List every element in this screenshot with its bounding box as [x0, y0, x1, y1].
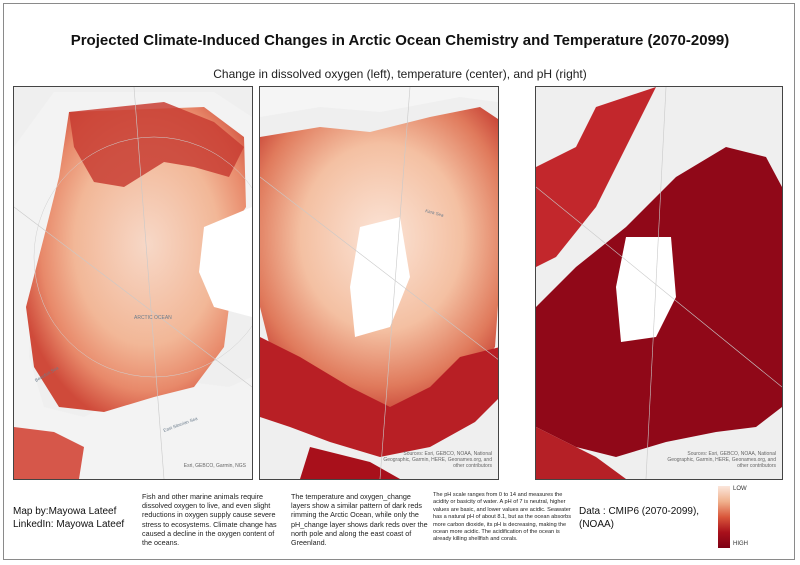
temperature-note: The temperature and oxygen_change layers… [291, 492, 428, 548]
data-source: Data : CMIP6 (2070-2099), (NOAA) [579, 505, 699, 531]
oxygen-map-panel[interactable]: ARCTIC OCEAN Beaufort Sea East Siberian … [13, 86, 253, 480]
greenland [199, 207, 252, 317]
sea-label: Kara Sea [425, 208, 445, 218]
legend-low-label: LOW [733, 486, 747, 492]
map-title: Projected Climate-Induced Changes in Arc… [70, 32, 730, 49]
map-attribution: Esri, GEBCO, Garmin, NGS [183, 463, 246, 469]
data-source-line-2: (NOAA) [579, 519, 614, 530]
legend-color-ramp [718, 486, 730, 548]
temperature-map-panel[interactable]: Kara Sea Sources: Esri, GEBCO, NOAA, Nat… [259, 86, 499, 480]
map-frame [3, 3, 795, 560]
greenland [616, 237, 676, 342]
map-subtitle: Change in dissolved oxygen (left), tempe… [213, 67, 587, 81]
oxygen-change-layer [26, 107, 246, 412]
oxygen-map: ARCTIC OCEAN Beaufort Sea East Siberian … [14, 87, 252, 479]
high-change-zone-south [536, 427, 626, 479]
ocean-label: ARCTIC OCEAN [134, 315, 172, 321]
ph-note: The pH scale ranges from 0 to 14 and mea… [433, 492, 572, 543]
high-change-zone [260, 337, 498, 457]
high-change-zone [69, 102, 244, 187]
map-credit: Map by:Mayowa Lateef LinkedIn: Mayowa La… [13, 505, 124, 531]
map-by: Map by:Mayowa Lateef [13, 506, 117, 517]
high-change-zone [536, 87, 656, 267]
temperature-map: Kara Sea [260, 87, 498, 479]
map-attribution: Sources: Esri, GEBCO, NOAA, National Geo… [667, 451, 776, 469]
map-attribution: Sources: Esri, GEBCO, NOAA, National Geo… [383, 451, 492, 469]
data-source-line-1: Data : CMIP6 (2070-2099), [579, 506, 700, 517]
oxygen-note: Fish and other marine animals require di… [142, 492, 277, 548]
high-change-zone-south [300, 447, 400, 479]
legend-high-label: HIGH [733, 541, 748, 547]
ph-map [536, 87, 782, 479]
linkedin: LinkedIn: Mayowa Lateef [13, 519, 125, 530]
high-change-zone-south [14, 427, 84, 479]
ph-map-panel[interactable]: Sources: Esri, GEBCO, NOAA, National Geo… [535, 86, 783, 480]
greenland [350, 217, 410, 337]
